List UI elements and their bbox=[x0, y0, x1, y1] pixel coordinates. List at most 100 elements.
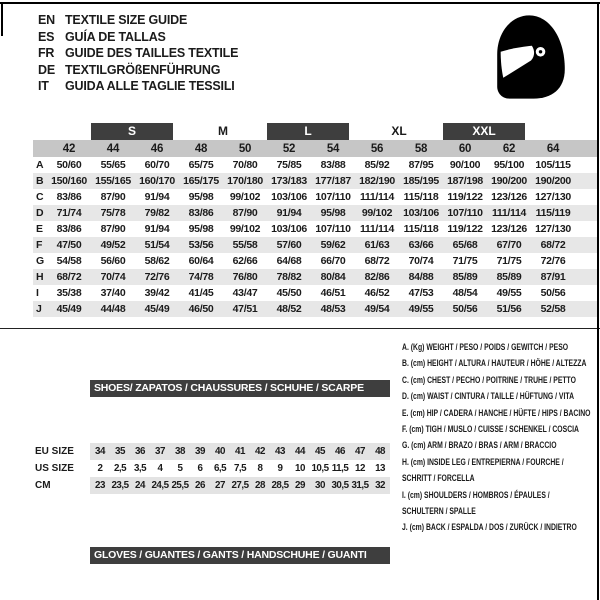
measurement-cell: 68/72 bbox=[531, 237, 576, 253]
measurement-cell: 87/95 bbox=[408, 159, 434, 171]
measurement-cell: 71/74 bbox=[47, 205, 91, 221]
measurement-cell: 115/118 bbox=[403, 223, 439, 235]
measurement-row: D 71/74 75/78 79/82 83/86 87/90 91/94 95/98 99/1… bbox=[33, 205, 598, 221]
spacer-cell bbox=[575, 140, 598, 157]
column-header: 44 bbox=[91, 140, 135, 157]
legend-line: D. (cm) WAIST / CINTURA / TAILLE / HÜFTU… bbox=[402, 391, 575, 403]
measurement-cell: 60/64 bbox=[188, 255, 214, 267]
language-name: TEXTILGRÖßENFÜHRUNG bbox=[65, 62, 221, 77]
column-header: 64 bbox=[531, 140, 576, 157]
measurement-cell: 103/106 bbox=[271, 223, 307, 235]
size-cell: 10,5 bbox=[311, 463, 329, 474]
size-cell: 30,5 bbox=[330, 477, 350, 494]
measurement-cell: 71/75 bbox=[452, 255, 478, 267]
helmet-icon bbox=[492, 13, 570, 106]
measurement-cell: 119/122 bbox=[447, 223, 483, 235]
measurement-cell: 45/50 bbox=[276, 287, 302, 299]
measurement-cell: 72/76 bbox=[135, 269, 180, 285]
size-cell: 13 bbox=[375, 463, 386, 474]
measurement-cell: 65/68 bbox=[443, 237, 488, 253]
language-row: FR GUIDE DES TAILLES TEXTILE bbox=[38, 45, 238, 62]
measurement-cell: 74/78 bbox=[179, 269, 224, 285]
language-name: GUÍA DE TALLAS bbox=[65, 29, 166, 44]
measurement-cell: 119/122 bbox=[447, 191, 483, 203]
measurement-cell: 95/98 bbox=[311, 205, 356, 221]
measurement-cell: 127/130 bbox=[535, 191, 571, 203]
measurement-cell: 48/54 bbox=[452, 287, 478, 299]
measurement-cell: 68/72 bbox=[47, 269, 91, 285]
measurement-cell: 123/126 bbox=[491, 191, 527, 203]
measurement-cell: 105/115 bbox=[535, 159, 571, 171]
column-header: 50 bbox=[223, 140, 268, 157]
measurement-cell: 64/68 bbox=[276, 255, 302, 267]
measurement-cell: 103/106 bbox=[271, 191, 307, 203]
measurement-cell: 49/54 bbox=[355, 301, 400, 317]
legend-line: C. (cm) CHEST / PECHO / POITRINE / TRUHE… bbox=[402, 374, 576, 386]
measurement-cell: 48/52 bbox=[267, 301, 312, 317]
measurement-cell: 79/82 bbox=[135, 205, 180, 221]
measurement-cell: 58/62 bbox=[144, 255, 170, 267]
measurement-cell: 170/180 bbox=[223, 173, 268, 189]
measurement-cell: 91/94 bbox=[267, 205, 312, 221]
size-cell: 12 bbox=[355, 463, 365, 474]
measurement-cell: 85/89 bbox=[487, 269, 532, 285]
size-cell: 34 bbox=[90, 443, 110, 460]
column-header: 60 bbox=[443, 140, 488, 157]
column-header: 52 bbox=[267, 140, 312, 157]
measurement-cell: 83/86 bbox=[179, 205, 224, 221]
size-group-cell: XXL bbox=[443, 122, 531, 140]
column-header: 62 bbox=[487, 140, 532, 157]
page-border-top bbox=[0, 2, 600, 4]
size-group-label: M bbox=[218, 124, 229, 138]
measurement-cell: 45/49 bbox=[135, 301, 180, 317]
measurement-row: A 50/60 55/65 60/70 65/75 70/80 75/85 83/88 85/9… bbox=[33, 157, 597, 173]
size-row: EU SIZE 34 35 36 37 38 39 40 41 42 43 44 45 46 47 48 bbox=[33, 443, 391, 460]
measurement-row: E 83/86 87/90 91/94 95/98 99/102 103/106 107/11… bbox=[33, 221, 597, 237]
measurement-cell: 62/66 bbox=[232, 255, 258, 267]
language-row: DE TEXTILGRÖßENFÜHRUNG bbox=[38, 62, 238, 79]
measurement-cell: 71/75 bbox=[496, 255, 522, 267]
measurement-cell: 160/170 bbox=[135, 173, 180, 189]
measurement-cell: 44/48 bbox=[91, 301, 135, 317]
measurement-cell: 37/40 bbox=[100, 287, 126, 299]
size-group-label: XL bbox=[391, 124, 407, 138]
spacer-cell bbox=[33, 500, 90, 600]
measurement-cell: 50/60 bbox=[56, 159, 82, 171]
size-group-label: XXL bbox=[443, 122, 526, 140]
measurement-cell: 50/56 bbox=[443, 301, 488, 317]
size-cell: 44 bbox=[290, 443, 310, 460]
measurement-cell: 91/94 bbox=[144, 223, 170, 235]
measurement-cell: 85/92 bbox=[364, 159, 390, 171]
size-cell: 3,5 bbox=[133, 463, 147, 474]
language-row: EN TEXTILE SIZE GUIDE bbox=[38, 12, 238, 29]
measurement-cell: 39/42 bbox=[144, 287, 170, 299]
measurement-cell: 99/102 bbox=[355, 205, 400, 221]
page-border-left bbox=[1, 2, 3, 36]
measurement-cell: 60/70 bbox=[144, 159, 170, 171]
measurement-row: G 54/58 56/60 58/62 60/64 62/66 64/68 66/70 68/7… bbox=[33, 253, 597, 269]
measurement-cell: 80/84 bbox=[311, 269, 356, 285]
measurement-cell: 51/56 bbox=[487, 301, 532, 317]
measurement-legend: A. (Kg) WEIGHT / PESO / POIDS / GEWITCH … bbox=[402, 333, 596, 537]
measurement-cell: 190/200 bbox=[531, 173, 576, 189]
measurement-cell: 46/52 bbox=[364, 287, 390, 299]
measurement-cell: 63/66 bbox=[399, 237, 444, 253]
size-group-cell: L bbox=[267, 122, 355, 140]
column-header: 54 bbox=[311, 140, 356, 157]
measurement-cell: 107/110 bbox=[443, 205, 488, 221]
measurement-cell: 87/91 bbox=[531, 269, 576, 285]
measurement-cell: 47/50 bbox=[47, 237, 91, 253]
section-divider bbox=[0, 328, 600, 329]
language-name: TEXTILE SIZE GUIDE bbox=[65, 13, 188, 27]
measurement-cell: 70/74 bbox=[408, 255, 434, 267]
size-cell: 48 bbox=[370, 443, 391, 460]
measurement-cell: 99/102 bbox=[229, 223, 261, 235]
spacer-cell bbox=[575, 285, 597, 301]
row-label: D bbox=[33, 205, 47, 221]
measurement-cell: 83/86 bbox=[56, 223, 82, 235]
size-cell: 2 bbox=[97, 463, 103, 474]
measurement-cell: 46/51 bbox=[320, 287, 346, 299]
measurement-cell: 83/88 bbox=[320, 159, 346, 171]
size-cell: 28,5 bbox=[270, 477, 290, 494]
